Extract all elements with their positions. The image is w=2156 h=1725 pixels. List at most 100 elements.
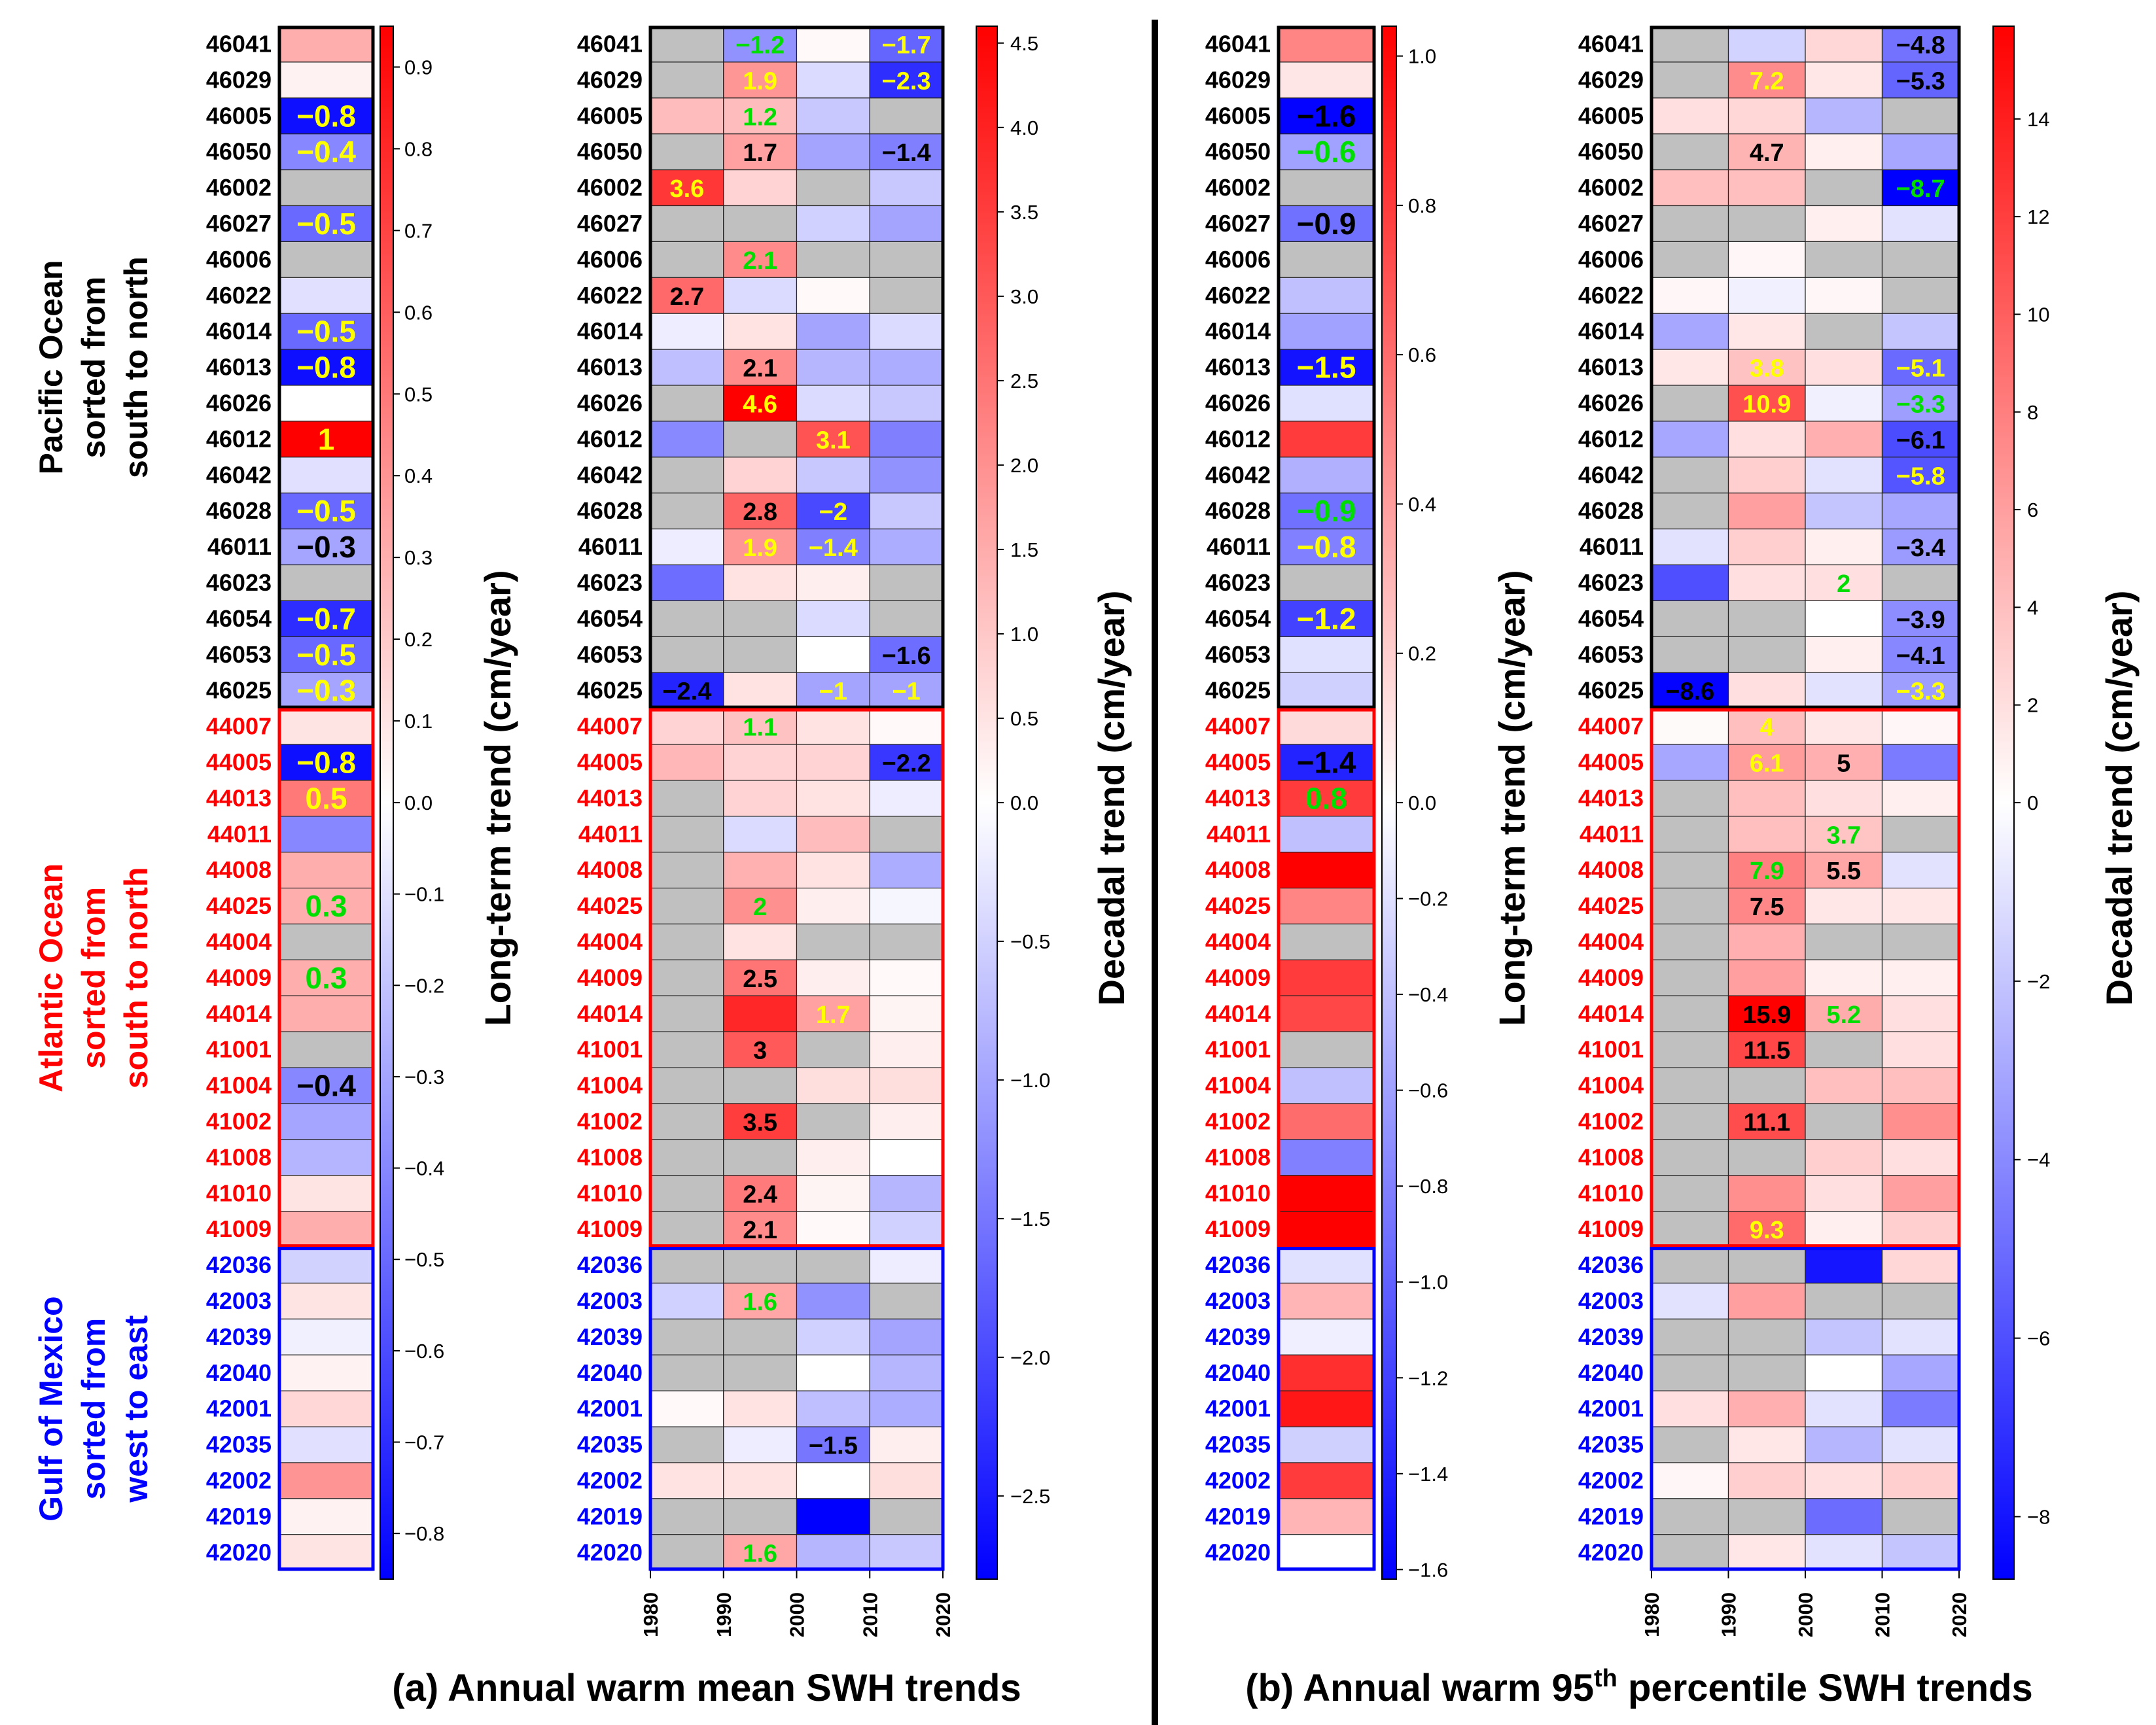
decadal-cell: [650, 1390, 724, 1427]
decadal-cell: [1881, 97, 1960, 135]
station-label: 42035: [1205, 1431, 1271, 1458]
group-border: [277, 1247, 375, 1571]
decadal-cell: [1651, 708, 1729, 745]
station-label: 46029: [577, 66, 643, 93]
station-label: 44013: [1205, 784, 1271, 811]
longterm-cell: [1278, 26, 1375, 63]
decadal-cell: [1881, 744, 1960, 781]
station-label: 44005: [206, 748, 272, 775]
decadal-cell: [796, 61, 870, 99]
longterm-cell: [1278, 133, 1375, 171]
decadal-cell: [796, 1282, 870, 1320]
longterm-cell: [1278, 1067, 1375, 1104]
decadal-cell: [1881, 133, 1960, 171]
decadal-cell: [869, 852, 944, 889]
decadal-cell: [723, 636, 798, 673]
station-label: 42019: [577, 1503, 643, 1529]
decadal-cell: [869, 1426, 944, 1463]
station-label: 44005: [1578, 748, 1644, 775]
decadal-cell: [650, 959, 724, 996]
region-label: south to north: [118, 256, 154, 478]
station-label: 42002: [577, 1467, 643, 1493]
decadal-cell: [1727, 133, 1806, 171]
decadal-cell: [1881, 241, 1960, 278]
longterm-cell: [1278, 1426, 1375, 1463]
decadal-cell: [650, 1354, 724, 1391]
decadal-cell: [1651, 1534, 1729, 1571]
decadal-cell: [1805, 744, 1883, 781]
decadal-cell: [869, 61, 944, 99]
longterm-value-label: −0.5: [296, 494, 356, 528]
decadal-cell: [1881, 205, 1960, 243]
station-label: 42036: [206, 1251, 272, 1278]
longterm-tick-label: 0.3: [404, 546, 433, 569]
station-label: 44014: [1205, 1000, 1271, 1027]
panel-title-main: (b) Annual warm 95: [1245, 1667, 1594, 1709]
station-label: 41008: [1578, 1143, 1644, 1170]
station-label: 41010: [577, 1179, 643, 1206]
decadal-cell: [796, 1175, 870, 1212]
longterm-colorbar: [1381, 26, 1397, 1580]
decadal-value-label: 1.7: [743, 139, 777, 167]
station-label: 46054: [1205, 605, 1271, 632]
station-label: 46002: [1578, 174, 1644, 201]
decadal-cell: [1651, 636, 1729, 673]
station-label: 44005: [577, 748, 643, 775]
decadal-cell: [1727, 1139, 1806, 1176]
station-label: 46028: [206, 497, 272, 524]
decadal-value-label: 1.2: [743, 103, 777, 131]
decadal-tick-label: 0: [2027, 792, 2038, 814]
decadal-cell: [1881, 1390, 1960, 1427]
decadal-cell: [723, 744, 798, 781]
decadal-cell: [723, 97, 798, 135]
region-label: Gulf of Mexico: [33, 1296, 69, 1521]
decadal-cell: [723, 1175, 798, 1212]
station-label: 46006: [1578, 246, 1644, 273]
decadal-cell: [1727, 887, 1806, 925]
decadal-cell: [1805, 564, 1883, 602]
decadal-cell: [650, 205, 724, 243]
longterm-cell: [279, 1282, 374, 1320]
region-label: sorted from: [75, 887, 112, 1069]
decadal-cell: [796, 1498, 870, 1535]
longterm-tick-label: −0.2: [404, 974, 444, 997]
station-label: 42001: [1578, 1395, 1644, 1422]
station-label: 46006: [1205, 246, 1271, 273]
decadal-cell: [1651, 564, 1729, 602]
decade-label: 2010: [1871, 1592, 1894, 1637]
decadal-cell: [1805, 1175, 1883, 1212]
decadal-colorbar: [1992, 26, 2015, 1580]
station-label: 41002: [206, 1107, 272, 1134]
decadal-cell: [1727, 636, 1806, 673]
decadal-cell: [1805, 852, 1883, 889]
station-label: 41008: [577, 1143, 643, 1170]
decadal-cell: [723, 600, 798, 637]
decadal-cell: [869, 1498, 944, 1535]
decadal-cell: [723, 277, 798, 314]
station-label: 42035: [1578, 1431, 1644, 1458]
decadal-cell: [1651, 1103, 1729, 1140]
decadal-cell: [1651, 1246, 1729, 1284]
station-label: 44007: [1578, 713, 1644, 740]
decadal-colorbar: [976, 26, 998, 1580]
decade-label: 1990: [713, 1592, 735, 1637]
decadal-cell: [869, 1211, 944, 1248]
decadal-cell: [796, 241, 870, 278]
decadal-cell: [796, 1534, 870, 1571]
decadal-cell: [650, 1246, 724, 1284]
decadal-cell: [1651, 205, 1729, 243]
station-label: 46022: [206, 282, 272, 309]
station-label: 41004: [1205, 1072, 1271, 1099]
decadal-cell: [796, 205, 870, 243]
decadal-cell: [650, 349, 724, 386]
decadal-value-label: −2.3: [882, 67, 931, 95]
station-label: 46011: [1580, 533, 1644, 560]
decadal-tick-label: 2.5: [1010, 370, 1038, 392]
station-label: 46023: [1205, 569, 1271, 596]
longterm-cell: [1278, 277, 1375, 314]
decadal-cell: [1651, 1426, 1729, 1463]
station-label: 46041: [206, 30, 272, 57]
station-label: 46026: [206, 389, 272, 416]
decadal-tick-label: −8: [2027, 1505, 2050, 1528]
